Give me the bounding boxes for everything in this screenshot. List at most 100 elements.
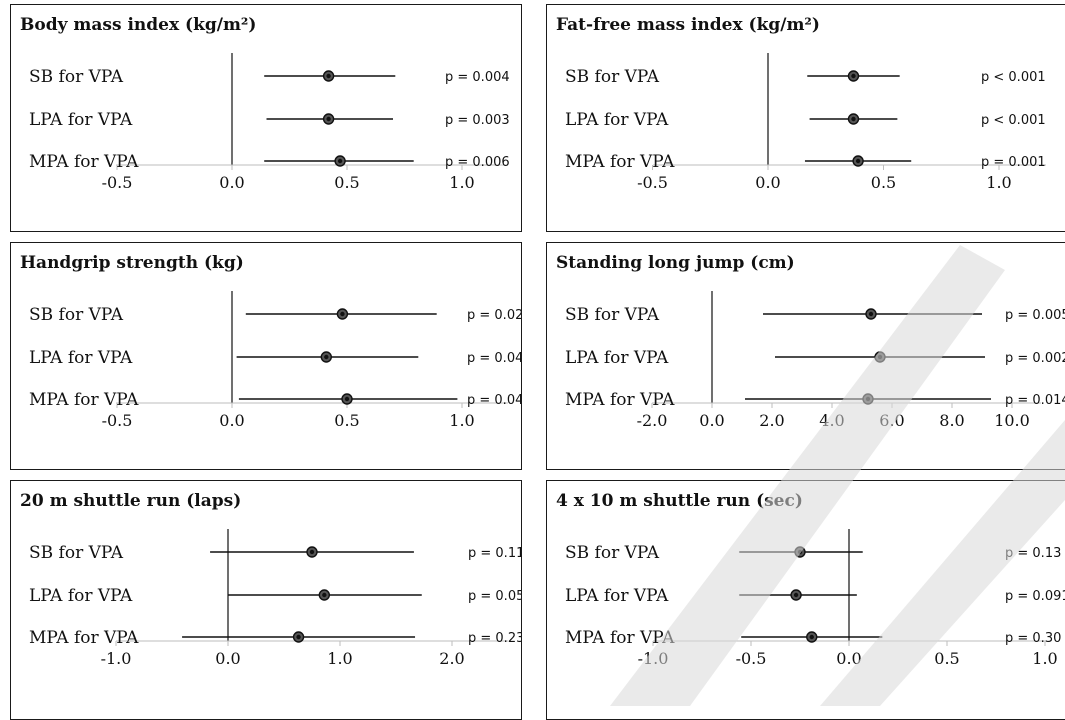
x-tick-label: -0.5 [637, 173, 668, 192]
x-tick-label: 1.0 [449, 173, 474, 192]
p-value-label: p = 0.091 [1005, 589, 1065, 604]
row-label: SB for VPA [29, 67, 124, 87]
row-label: MPA for VPA [29, 152, 139, 172]
point-estimate-marker [847, 70, 860, 82]
x-tick-label: -0.5 [102, 411, 133, 430]
row-label: SB for VPA [565, 67, 660, 87]
point-estimate-marker [794, 546, 806, 558]
x-tick-label: 0.5 [871, 173, 896, 192]
point-estimate-marker [847, 113, 860, 125]
p-value-label: p = 0.005 [1005, 308, 1065, 323]
point-estimate-marker [334, 155, 346, 167]
row-label: SB for VPA [565, 543, 660, 563]
x-tick-label: 0.0 [755, 173, 780, 192]
forest-plot: Standing long jump (cm) -2.0 0.0 2.0 4.0 6.0 8… [556, 253, 1065, 430]
x-tick-label: 1.0 [449, 411, 474, 430]
x-tick-label: -1.0 [638, 649, 669, 668]
row-label: LPA for VPA [565, 348, 669, 368]
row-label: SB for VPA [29, 305, 124, 325]
point-estimate-marker [806, 631, 818, 643]
row-label: MPA for VPA [29, 390, 139, 410]
p-value-label: p = 0.003 [445, 113, 510, 128]
x-tick-label: 2.0 [439, 649, 464, 668]
p-value-label: p = 0.026 [467, 308, 522, 323]
point-estimate-marker [865, 308, 877, 320]
panel-title: Body mass index (kg/m²) [20, 15, 256, 35]
panel-title: Standing long jump (cm) [556, 253, 795, 273]
p-value-label: p < 0.001 [981, 70, 1046, 85]
x-tick-label: 0.5 [334, 411, 359, 430]
forest-plot: Body mass index (kg/m²) -0.5 0.0 0.5 1.0 SB f… [20, 15, 510, 192]
p-value-label: p = 0.040 [467, 393, 522, 408]
p-value-label: p = 0.046 [467, 351, 522, 366]
row-label: LPA for VPA [565, 586, 669, 606]
point-estimate-marker [874, 351, 886, 363]
row-label: MPA for VPA [565, 628, 675, 648]
row-label: LPA for VPA [29, 586, 133, 606]
p-value-label: p = 0.014 [1005, 393, 1065, 408]
panel-title: Handgrip strength (kg) [20, 253, 244, 273]
forest-plot: 20 m shuttle run (laps) -1.0 0.0 1.0 2.0 SB f… [20, 491, 522, 668]
point-estimate-marker [341, 393, 353, 405]
p-value-label: p = 0.002 [1005, 351, 1065, 366]
p-value-label: p = 0.13 [1005, 546, 1061, 561]
x-tick-label: 6.0 [879, 411, 904, 430]
p-value-label: p = 0.004 [445, 70, 510, 85]
x-tick-label: -1.0 [101, 649, 132, 668]
p-value-label: p = 0.11 [468, 546, 522, 561]
x-tick-label: -2.0 [637, 411, 668, 430]
p-value-label: p = 0.30 [1005, 631, 1061, 646]
point-estimate-marker [322, 70, 335, 82]
x-tick-label: 0.0 [836, 649, 861, 668]
row-label: MPA for VPA [565, 152, 675, 172]
row-label: SB for VPA [565, 305, 660, 325]
forest-plot: Fat-free mass index (kg/m²) -0.5 0.0 0.5 1.0… [556, 15, 1046, 192]
p-value-label: p = 0.23 [468, 631, 522, 646]
x-tick-label: 10.0 [994, 411, 1030, 430]
x-tick-label: -0.5 [736, 649, 767, 668]
forest-plot: Handgrip strength (kg) -0.5 0.0 0.5 1.0 SB fo… [20, 253, 522, 430]
row-label: LPA for VPA [565, 110, 669, 130]
panel-handgrip-strength: Handgrip strength (kg) -0.5 0.0 0.5 1.0 SB fo… [10, 242, 522, 470]
point-estimate-marker [318, 589, 331, 601]
x-tick-label: 0.0 [219, 173, 244, 192]
panel-body-mass-index: Body mass index (kg/m²) -0.5 0.0 0.5 1.0 SB f… [10, 4, 522, 232]
row-label: SB for VPA [29, 543, 124, 563]
point-estimate-marker [790, 589, 802, 601]
point-estimate-marker [336, 308, 349, 320]
p-value-label: p = 0.001 [981, 155, 1046, 170]
point-estimate-marker [292, 631, 305, 643]
x-tick-label: 1.0 [986, 173, 1011, 192]
x-tick-label: 4.0 [819, 411, 844, 430]
row-label: LPA for VPA [29, 348, 133, 368]
x-tick-label: 0.0 [219, 411, 244, 430]
x-tick-label: 0.0 [215, 649, 240, 668]
panel-title: 4 x 10 m shuttle run (sec) [556, 491, 803, 511]
panel-standing-long-jump: Standing long jump (cm) -2.0 0.0 2.0 4.0 6.0 8… [546, 242, 1065, 470]
row-label: MPA for VPA [29, 628, 139, 648]
p-value-label: p = 0.006 [445, 155, 510, 170]
x-tick-label: 8.0 [939, 411, 964, 430]
p-value-label: p < 0.001 [981, 113, 1046, 128]
x-tick-label: 0.0 [699, 411, 724, 430]
point-estimate-marker [852, 155, 864, 167]
x-tick-label: 0.5 [334, 173, 359, 192]
p-value-label: p = 0.056 [468, 589, 522, 604]
point-estimate-marker [306, 546, 318, 558]
x-tick-label: 2.0 [759, 411, 784, 430]
panel-title: Fat-free mass index (kg/m²) [556, 15, 820, 35]
panel-20m-shuttle-run: 20 m shuttle run (laps) -1.0 0.0 1.0 2.0 SB f… [10, 480, 522, 720]
row-label: LPA for VPA [29, 110, 133, 130]
forest-plot: 4 x 10 m shuttle run (sec) -1.0 -0.5 0.0 0.5… [556, 491, 1065, 668]
x-tick-label: 1.0 [327, 649, 352, 668]
panel-fat-free-mass-index: Fat-free mass index (kg/m²) -0.5 0.0 0.5 1.0… [546, 4, 1065, 232]
point-estimate-marker [862, 393, 874, 405]
panel-4x10m-shuttle-run: 4 x 10 m shuttle run (sec) -1.0 -0.5 0.0 0.5… [546, 480, 1065, 720]
point-estimate-marker [320, 351, 332, 363]
x-tick-label: -0.5 [102, 173, 133, 192]
x-tick-label: 1.0 [1032, 649, 1057, 668]
row-label: MPA for VPA [565, 390, 675, 410]
x-tick-label: 0.5 [934, 649, 959, 668]
panel-title: 20 m shuttle run (laps) [20, 491, 241, 511]
point-estimate-marker [322, 113, 335, 125]
